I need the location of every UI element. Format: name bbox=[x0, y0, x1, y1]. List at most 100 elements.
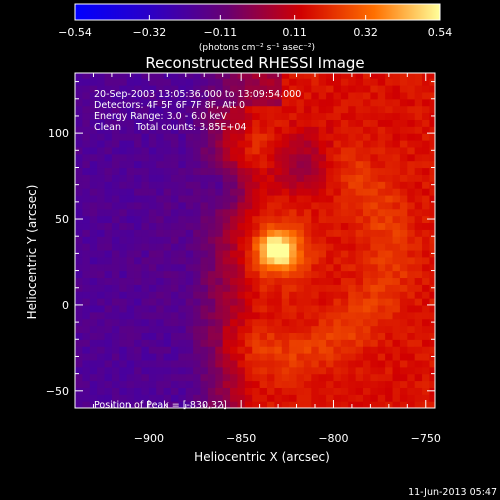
heatmap-cell bbox=[244, 112, 253, 120]
heatmap-cell bbox=[119, 332, 128, 340]
heatmap-cell bbox=[252, 208, 261, 217]
heatmap-cell bbox=[148, 256, 157, 265]
heatmap-cell bbox=[171, 78, 179, 86]
heatmap-cell bbox=[422, 208, 431, 217]
heatmap-cell bbox=[148, 291, 157, 299]
heatmap-cell bbox=[134, 401, 143, 408]
heatmap-cell bbox=[303, 229, 312, 237]
heatmap-cell bbox=[340, 112, 349, 120]
heatmap-cell bbox=[348, 270, 357, 279]
heatmap-cell bbox=[318, 160, 327, 169]
heatmap-cell bbox=[111, 263, 120, 272]
heatmap-cell bbox=[89, 291, 98, 299]
heatmap-cell bbox=[75, 222, 83, 230]
heatmap-cell bbox=[267, 373, 275, 382]
heatmap-cell bbox=[429, 277, 435, 285]
heatmap-cell bbox=[303, 332, 312, 340]
heatmap-cell bbox=[422, 229, 431, 237]
heatmap-cell bbox=[326, 263, 335, 272]
heatmap-cell bbox=[178, 126, 187, 134]
heatmap-cell bbox=[207, 325, 216, 334]
heatmap-cell bbox=[392, 73, 401, 79]
heatmap-cell bbox=[148, 311, 157, 320]
heatmap-cell bbox=[75, 256, 83, 265]
heatmap-cell bbox=[244, 167, 253, 175]
heatmap-cell bbox=[193, 140, 202, 148]
heatmap-cell bbox=[267, 270, 275, 279]
heatmap-cell bbox=[148, 188, 157, 196]
heatmap-cell bbox=[82, 311, 91, 320]
heatmap-cell bbox=[82, 112, 91, 120]
heatmap-cell bbox=[185, 291, 194, 299]
heatmap-cell bbox=[185, 181, 194, 189]
heatmap-cell bbox=[222, 160, 231, 169]
heatmap-cell bbox=[407, 160, 416, 169]
heatmap-cell bbox=[399, 229, 408, 237]
heatmap-cell bbox=[274, 304, 283, 313]
peak-position-label: Position of Peak = [-830,32] bbox=[94, 400, 227, 411]
heatmap-cell bbox=[289, 394, 298, 402]
heatmap-cell bbox=[355, 366, 364, 375]
heatmap-cell bbox=[75, 311, 83, 320]
heatmap-cell bbox=[355, 201, 364, 210]
heatmap-cell bbox=[414, 236, 423, 244]
heatmap-cell bbox=[193, 284, 202, 292]
heatmap-cell bbox=[363, 325, 371, 334]
heatmap-cell bbox=[119, 181, 128, 189]
heatmap-cell bbox=[303, 215, 312, 224]
heatmap-cell bbox=[141, 174, 150, 182]
info-line-clean-counts: Clean Total counts: 3.85E+04 bbox=[94, 122, 246, 133]
heatmap-cell bbox=[97, 277, 106, 285]
heatmap-cell bbox=[296, 291, 305, 299]
heatmap-cell bbox=[318, 201, 327, 210]
heatmap-cell bbox=[237, 298, 246, 306]
heatmap-cell bbox=[185, 215, 194, 224]
heatmap-cell bbox=[429, 291, 435, 299]
heatmap-cell bbox=[134, 167, 143, 175]
heatmap-cell bbox=[414, 153, 423, 162]
heatmap-cell bbox=[429, 373, 435, 382]
heatmap-cell bbox=[259, 270, 268, 279]
heatmap-cell bbox=[82, 140, 91, 148]
heatmap-cell bbox=[326, 359, 335, 368]
heatmap-cell bbox=[348, 85, 357, 93]
heatmap-cell bbox=[111, 318, 120, 327]
heatmap-cell bbox=[134, 133, 143, 141]
heatmap-cell bbox=[163, 160, 172, 169]
heatmap-cell bbox=[429, 380, 435, 388]
heatmap-cell bbox=[207, 243, 216, 251]
heatmap-cell bbox=[89, 140, 98, 148]
heatmap-cell bbox=[318, 366, 327, 375]
heatmap-cell bbox=[296, 160, 305, 169]
heatmap-cell bbox=[348, 91, 357, 100]
heatmap-cell bbox=[274, 263, 283, 272]
heatmap-cell bbox=[171, 256, 179, 265]
heatmap-cell bbox=[407, 318, 416, 327]
heatmap-cell bbox=[222, 78, 231, 86]
heatmap-cell bbox=[97, 201, 106, 210]
heatmap-cell bbox=[259, 201, 268, 210]
heatmap-cell bbox=[104, 243, 113, 251]
heatmap-cell bbox=[274, 366, 283, 375]
heatmap-cell bbox=[237, 85, 246, 93]
heatmap-cell bbox=[363, 98, 371, 107]
heatmap-cell bbox=[252, 263, 261, 272]
heatmap-cell bbox=[119, 146, 128, 155]
heatmap-cell bbox=[326, 181, 335, 189]
heatmap-cell bbox=[237, 229, 246, 237]
heatmap-cell bbox=[333, 167, 342, 175]
heatmap-cell bbox=[193, 263, 202, 272]
heatmap-cell bbox=[289, 353, 298, 361]
heatmap-cell bbox=[259, 73, 268, 79]
heatmap-cell bbox=[237, 153, 246, 162]
heatmap-cell bbox=[296, 140, 305, 148]
heatmap-cell bbox=[348, 181, 357, 189]
heatmap-cell bbox=[355, 249, 364, 258]
heatmap-cell bbox=[126, 353, 135, 361]
heatmap-cell bbox=[267, 194, 275, 203]
heatmap-cell bbox=[303, 126, 312, 134]
heatmap-cell bbox=[193, 73, 202, 79]
heatmap-cell bbox=[215, 126, 224, 134]
heatmap-cell bbox=[222, 325, 231, 334]
heatmap-cell bbox=[303, 380, 312, 388]
